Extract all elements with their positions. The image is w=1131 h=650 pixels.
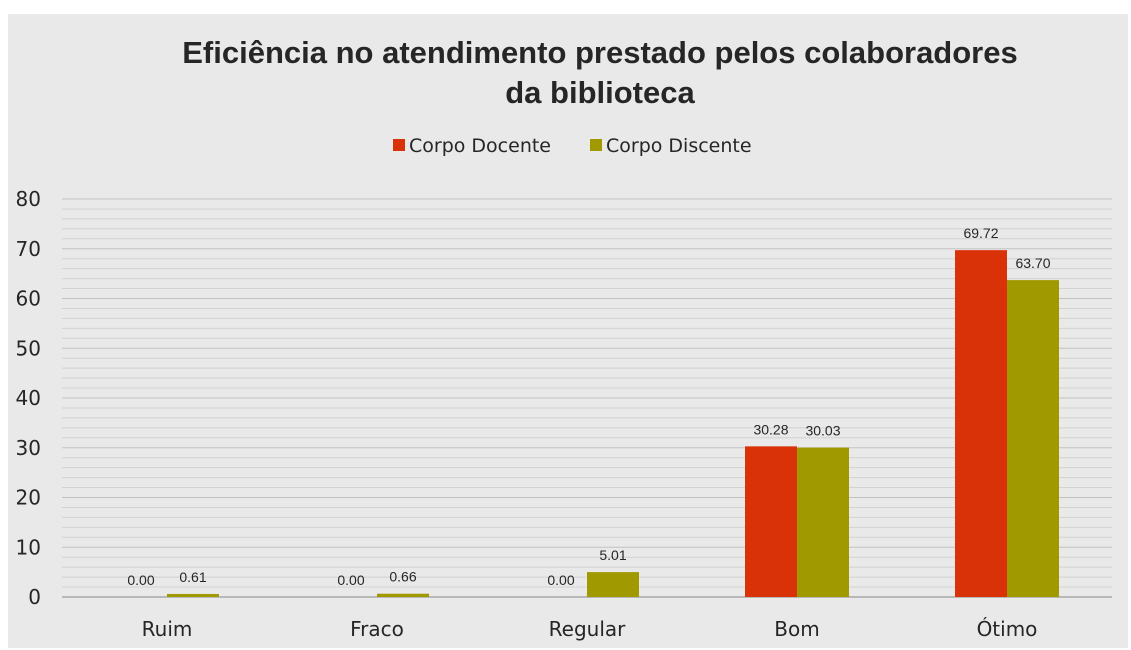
x-axis: Ruim Fraco Regular Bom Ótimo [142, 617, 1038, 641]
bar [167, 593, 219, 597]
legend-swatch-corpo-docente [393, 139, 405, 151]
data-label: 0.00 [547, 572, 574, 588]
bar [797, 447, 849, 597]
bar [745, 446, 797, 597]
data-label: 63.70 [1015, 255, 1050, 271]
y-tick-label: 50 [16, 336, 41, 360]
bar [955, 250, 1007, 597]
x-tick-label: Fraco [350, 617, 404, 641]
data-label: 0.00 [127, 572, 154, 588]
chart-title-line-1: Eficiência no atendimento prestado pelos… [182, 35, 1017, 70]
y-tick-label: 60 [16, 287, 41, 311]
x-tick-label: Regular [549, 617, 626, 641]
y-tick-label: 30 [16, 436, 41, 460]
y-tick-label: 80 [16, 187, 41, 211]
bar [587, 572, 639, 597]
data-label: 5.01 [599, 547, 626, 563]
y-axis: 0 10 20 30 40 50 60 70 80 [16, 187, 41, 609]
y-tick-label: 40 [16, 386, 41, 410]
y-tick-label: 0 [28, 585, 41, 609]
data-label: 69.72 [963, 225, 998, 241]
chart-area [8, 14, 1128, 648]
data-label: 30.28 [753, 421, 788, 437]
bars: 0.00 0.61 0.00 0.66 0.00 5.01 30.28 30.03 69.72 6… [127, 225, 1059, 597]
data-label: 0.00 [337, 572, 364, 588]
x-tick-label: Ótimo [977, 617, 1038, 641]
y-tick-label: 20 [16, 486, 41, 510]
y-tick-label: 10 [16, 535, 41, 559]
legend-label-corpo-discente: Corpo Discente [606, 135, 752, 157]
data-label: 0.66 [389, 569, 416, 585]
chart-title-line-2: da biblioteca [505, 75, 695, 110]
x-tick-label: Bom [774, 617, 819, 641]
data-label: 30.03 [805, 423, 840, 439]
gridlines [62, 198, 1112, 598]
x-tick-label: Ruim [142, 617, 193, 641]
legend-label-corpo-docente: Corpo Docente [409, 135, 551, 157]
bar [1007, 280, 1059, 597]
legend-swatch-corpo-discente [590, 139, 602, 151]
legend: Corpo Docente Corpo Discente [393, 135, 752, 157]
bar [377, 593, 429, 597]
y-tick-label: 70 [16, 237, 41, 261]
data-label: 0.61 [179, 569, 206, 585]
